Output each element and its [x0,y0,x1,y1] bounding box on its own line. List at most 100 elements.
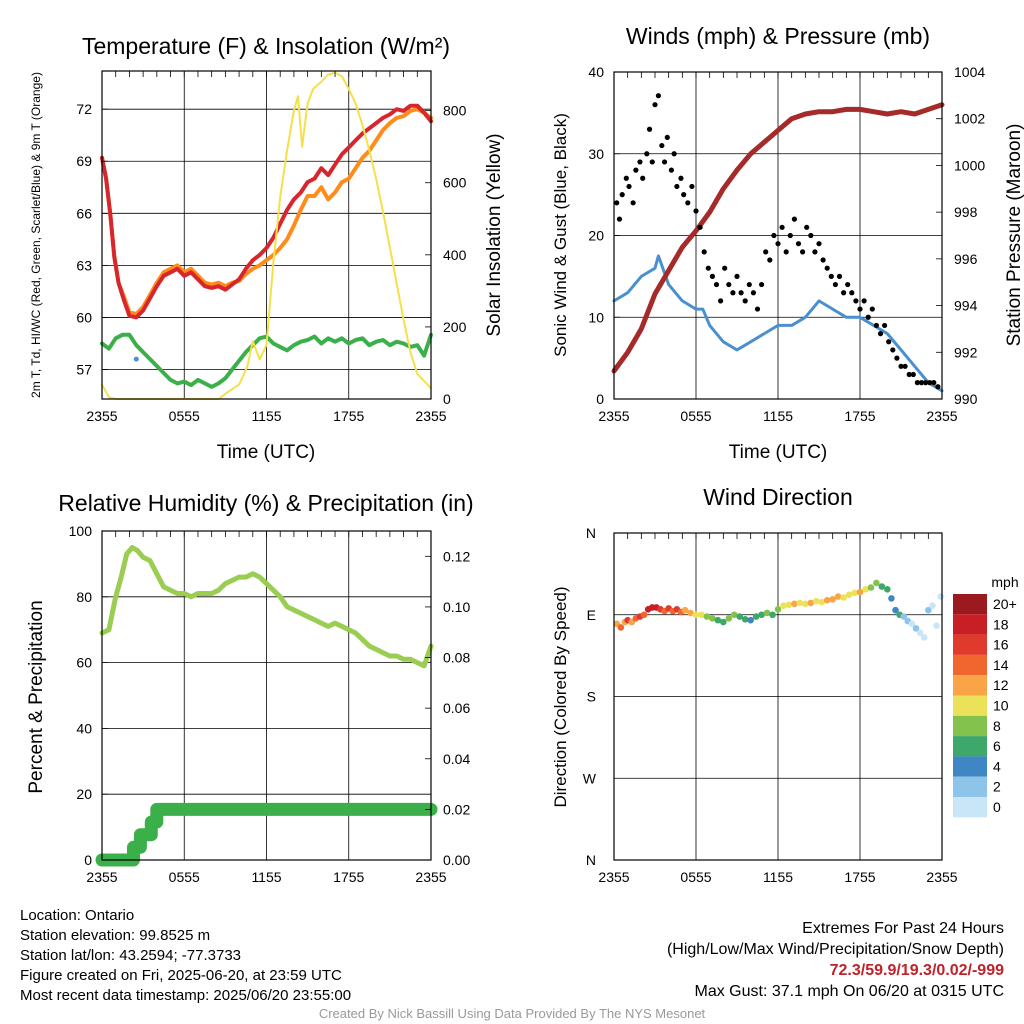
direction-point [741,615,749,623]
winds-series [611,93,945,393]
direction-point [900,613,908,620]
gust-point [927,380,933,386]
gust-point [886,339,892,345]
gust-point [906,371,912,378]
temperature-title-text: Temperature (F) & Insolation (W/m²) [82,33,450,59]
y-tick-label: 60 [76,655,92,671]
gust-point [804,224,810,230]
x-tick-label: 1155 [251,869,281,885]
y-tick-label: 1000 [954,157,985,173]
direction-point [791,600,798,608]
direction-point [802,600,809,608]
direction-point [867,584,875,591]
winds-x-label: Time (UTC) [729,442,828,463]
temperature-series-3 [101,71,432,400]
direction-point [617,624,625,631]
legend-label: 14 [993,657,1009,673]
y-tick-label: 66 [76,205,92,221]
humidity-line [99,545,434,669]
direction-point [747,616,754,624]
gust-point [791,216,798,222]
pressure-y-label: Station Pressure (Maroon) [1004,124,1024,347]
direction-series [613,579,944,641]
gust-point [923,380,929,386]
direction-point [823,596,831,604]
legend-label: 6 [993,738,1001,754]
direction-y-ticks: N W S E N [583,525,597,868]
direction-point [937,593,944,600]
y-tick-label: 994 [954,298,978,314]
gust-point [742,298,748,304]
direction-point [758,611,765,619]
gust-point [623,175,629,181]
gust-point [763,249,769,255]
gust-point [812,249,818,255]
pressure-y-ticks: 990 992 994 996 998 1000 1002 1004 [936,64,985,407]
gust-point [722,265,728,271]
direction-point [720,618,727,626]
gust-point [661,159,668,165]
direction-point [692,611,700,619]
gust-point [869,306,875,312]
gust-point [713,281,720,288]
y-tick-label: 0.04 [443,751,470,767]
direction-point [933,622,940,629]
gust-point [877,331,884,337]
temperature-y-label: 2m T, Td, HI/WC (Red, Green, Scarlet/Blu… [29,72,43,398]
gust-point [828,273,834,279]
x-tick-label: 0555 [169,408,200,424]
gust-point [637,159,643,165]
legend-label: 20+ [993,596,1017,612]
legend-label: 16 [993,637,1009,653]
direction-point [920,634,928,641]
legend-swatch [953,614,987,635]
gust-point [730,290,736,296]
gust-point [820,257,826,263]
legend-swatch [953,797,987,818]
y-tick-label: 800 [443,103,467,119]
y-tick-label: 20 [76,786,92,802]
direction-point [709,615,716,622]
y-tick-label: 20 [588,228,604,244]
y-tick-label: 72 [76,101,92,117]
legend-label: 12 [993,677,1009,693]
direction-point [840,594,847,601]
x-tick-label: 2355 [598,408,629,424]
gust-point [678,175,684,181]
gust-point [746,281,752,288]
direction-chart-title: Wind Direction [703,484,853,510]
legend-swatch [953,736,987,757]
legend-swatch [953,695,987,716]
direction-point [873,579,880,587]
gust-point [671,151,677,157]
gust-point [646,126,653,132]
x-tick-label: 0555 [680,869,711,885]
legend-label: 2 [993,779,1001,795]
recent-data-timestamp: Most recent data timestamp: 2025/06/20 2… [20,987,352,1004]
station-latlon: Station lat/lon: 43.2594; -77.3733 [20,947,242,964]
legend-swatch [953,594,987,615]
winds-y-label: Sonic Wind & Gust (Blue, Black) [551,113,570,357]
x-tick-label: 0555 [680,408,711,424]
gust-point [894,355,900,361]
humidity-y-label: Percent & Precipitation [26,600,47,793]
y-tick-label: 80 [76,589,92,605]
direction-point [703,613,711,620]
gust-point [640,175,646,181]
y-tick-label: 0.10 [443,599,470,615]
extremes-values: 72.3/59.9/19.3/0.02/-999 [829,962,1004,979]
figure-created: Figure created on Fri, 2025-06-20, at 23… [20,967,342,984]
temperature-series-1 [100,103,433,320]
gust-point [664,134,670,140]
gust-point [701,249,707,255]
station-location: Location: Ontario [20,907,135,924]
gust-point [771,232,777,239]
direction-x-ticks: 2355 0555 1155 1755 2355 [598,533,958,885]
direction-point [774,606,782,613]
gust-point [779,224,785,230]
gust-point [709,273,716,279]
temperature-x-label: Time (UTC) [217,442,316,463]
gust-point [659,142,665,149]
y-tick-label: 996 [954,251,978,267]
gust-point [824,265,830,271]
